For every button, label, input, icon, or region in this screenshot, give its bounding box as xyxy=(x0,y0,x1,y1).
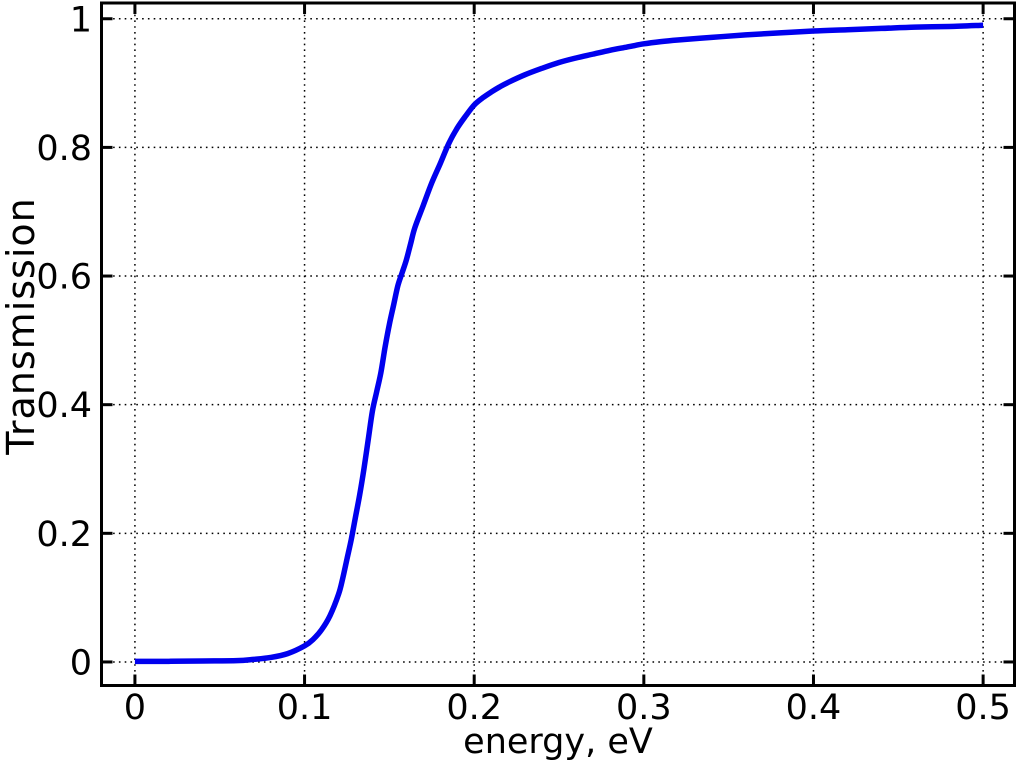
grid-layer xyxy=(101,3,1015,686)
y-axis-title: Transmission xyxy=(0,197,43,455)
y-tick-label: 0.2 xyxy=(36,515,92,555)
transmission-curve xyxy=(134,22,984,665)
x-tick-label: 0.5 xyxy=(955,688,1011,728)
y-tick-label: 0.8 xyxy=(36,129,92,169)
y-tick-label: 0.6 xyxy=(36,258,92,298)
x-tick-label: 0 xyxy=(124,688,146,728)
x-tick-label: 0.3 xyxy=(616,688,672,728)
tick-layer xyxy=(101,3,1015,686)
x-tick-label: 0.4 xyxy=(786,688,842,728)
y-tick-label: 0 xyxy=(70,643,92,683)
x-tick-label: 0.1 xyxy=(277,688,333,728)
x-axis-title: energy, eV xyxy=(463,722,653,762)
x-tick-label: 0.2 xyxy=(446,688,502,728)
tick-label-layer: 0 0.1 0.2 0.3 0.4 0.5 0 0.2 0.4 0.6 0.8 1 xyxy=(36,0,1011,728)
y-tick-label: 1 xyxy=(70,0,92,40)
y-tick-label: 0.4 xyxy=(36,386,92,426)
plot-border xyxy=(100,1,1016,687)
